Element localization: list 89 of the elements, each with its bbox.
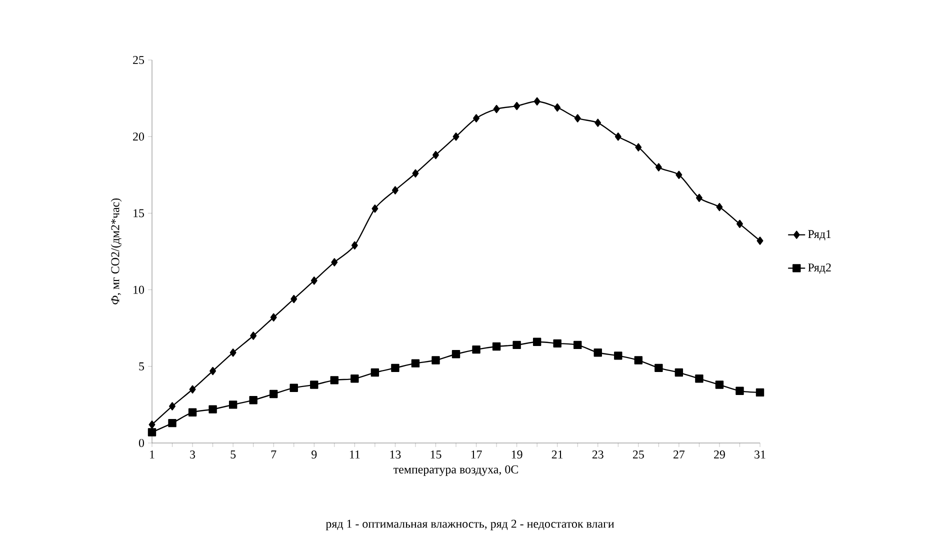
point	[655, 163, 662, 172]
point	[310, 276, 318, 285]
point	[290, 384, 298, 392]
point	[756, 236, 764, 245]
point	[736, 386, 744, 396]
x-tick-label: 1	[150, 450, 154, 458]
point	[512, 340, 521, 350]
point	[372, 204, 378, 213]
point	[370, 368, 380, 377]
x-tick-label: 27	[673, 450, 685, 458]
point	[594, 118, 602, 127]
x-tick-label: 7	[271, 450, 276, 458]
point	[208, 405, 217, 414]
point	[331, 258, 338, 266]
point	[432, 356, 440, 364]
point	[634, 356, 643, 364]
point	[514, 102, 520, 110]
point	[676, 170, 682, 179]
y-tick-label: 20	[133, 132, 144, 141]
point	[736, 220, 743, 228]
point	[674, 368, 684, 377]
x-tick-label: 23	[592, 450, 604, 459]
point	[392, 186, 398, 194]
point	[574, 114, 581, 122]
point	[614, 132, 622, 141]
point	[452, 350, 460, 358]
point	[695, 374, 704, 383]
x-tick-label: 25	[632, 450, 644, 459]
point	[534, 97, 540, 106]
x-tick-label: 3	[190, 450, 196, 459]
y-tick-label: 15	[134, 209, 144, 218]
point	[411, 359, 420, 368]
point	[696, 194, 702, 202]
point	[432, 150, 439, 160]
point	[654, 364, 663, 372]
point	[188, 408, 197, 416]
point	[594, 348, 602, 357]
point	[574, 340, 582, 350]
legend-label: Ряд2	[808, 263, 831, 274]
point	[635, 143, 642, 152]
point	[473, 114, 480, 122]
point	[210, 366, 216, 376]
text: ряд 1 - оптимальная влажность, ряд 2 - недостаток влаги	[326, 520, 614, 530]
x-tick-label: 19	[512, 450, 522, 459]
x-tick-label: 29	[714, 450, 725, 459]
x-tick-label: 13	[390, 450, 401, 459]
x-tick-label: 17	[471, 450, 482, 458]
point	[189, 385, 196, 394]
y-tick-label: 10	[134, 286, 144, 294]
point	[532, 338, 542, 346]
point	[250, 332, 257, 340]
x-tick-label: 11	[350, 450, 360, 458]
y-tick-label: 25	[133, 56, 144, 64]
point	[168, 418, 176, 428]
point	[756, 388, 764, 397]
x-tick-label: 5	[230, 450, 236, 458]
x-tick-label: 21	[552, 450, 563, 458]
point	[148, 428, 156, 436]
point	[350, 374, 359, 383]
point	[228, 400, 238, 409]
point	[330, 376, 338, 384]
point	[412, 169, 419, 178]
y-axis-title: Ф, мг СО2/(дм2*час)	[110, 198, 122, 304]
x-axis-title: температура воздуха, 0С	[394, 465, 518, 476]
y-tick-label: 5	[139, 362, 144, 370]
x-tick-label: 15	[430, 450, 442, 459]
point	[554, 103, 561, 112]
point	[270, 390, 278, 398]
point	[493, 104, 500, 114]
point	[230, 348, 236, 357]
y-tick-label: 0	[138, 438, 144, 448]
point	[716, 202, 723, 212]
point	[270, 313, 277, 322]
point	[148, 420, 156, 429]
legend-label: Ряд1	[808, 230, 831, 240]
point	[452, 132, 460, 141]
point	[310, 380, 318, 389]
point	[351, 241, 358, 250]
point	[553, 339, 562, 348]
point	[290, 294, 298, 304]
point	[614, 352, 622, 360]
point	[391, 364, 400, 372]
x-tick-label: 9	[312, 450, 317, 459]
point	[169, 402, 176, 410]
point	[472, 345, 480, 354]
point	[715, 380, 724, 389]
x-tick-label: 31	[754, 450, 766, 459]
point	[492, 342, 501, 351]
point	[249, 396, 258, 404]
